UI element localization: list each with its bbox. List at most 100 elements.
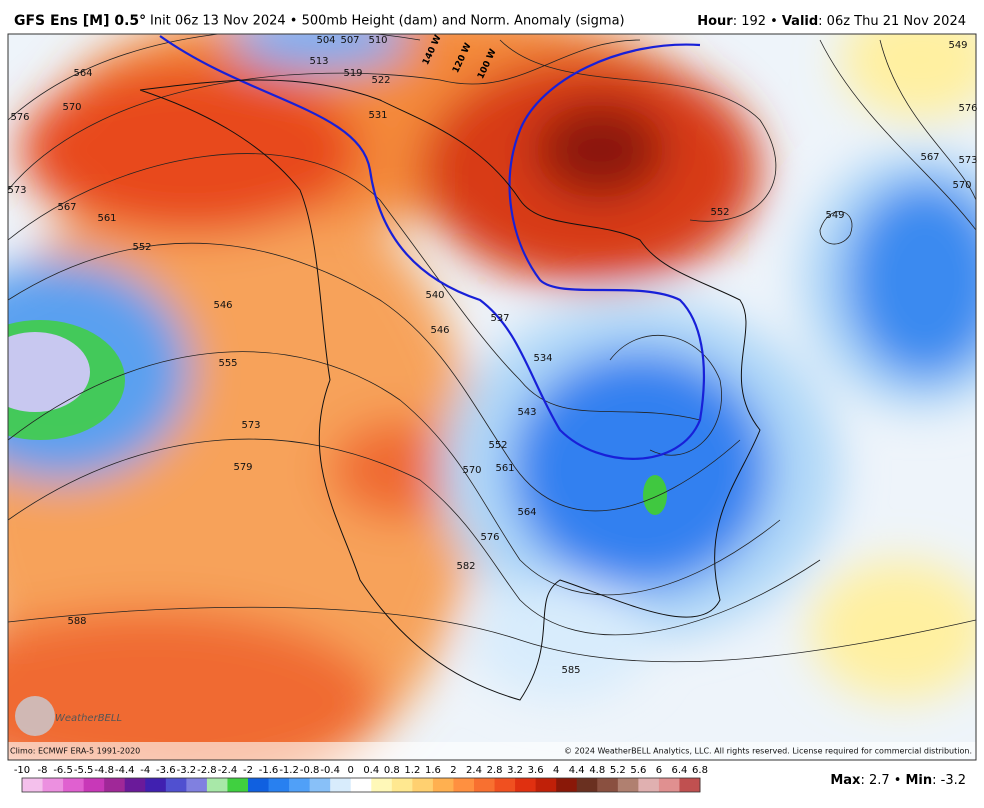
valid-label: Valid: [782, 14, 818, 29]
colorbar-tick-label: 1.2: [404, 765, 420, 776]
hour-label: Hour: [697, 14, 733, 29]
colorbar-tick-label: -3.2: [177, 765, 197, 776]
contours: [8, 34, 976, 663]
colorbar-tick-label: -3.6: [156, 765, 176, 776]
contour-label: 549: [825, 210, 844, 221]
colorbar-swatch: [391, 778, 413, 792]
contour-label: 561: [495, 463, 514, 474]
contour-label: 576: [958, 103, 977, 114]
contour-label: 522: [371, 75, 390, 86]
colorbar-tick-label: 0.4: [363, 765, 379, 776]
description: Init 06z 13 Nov 2024 • 500mb Height (dam…: [150, 14, 625, 29]
colorbar-swatch: [309, 778, 331, 792]
contour-label: 564: [517, 507, 536, 518]
colorbar-swatch: [145, 778, 167, 792]
colorbar-tick-label: -6.5: [53, 765, 73, 776]
colorbar-swatch: [453, 778, 475, 792]
contour-label: 579: [233, 462, 252, 473]
colorbar-tick-label: -10: [14, 765, 30, 776]
contour-label: 588: [67, 616, 86, 627]
contour-label: 537: [490, 313, 509, 324]
colorbar-swatch: [535, 778, 557, 792]
valid-info: Hour: 192 • Valid: 06z Thu 21 Nov 2024: [697, 14, 966, 29]
colorbar-frame: [21, 777, 701, 793]
contour-label: 573: [241, 420, 260, 431]
colorbar-swatch: [42, 778, 64, 792]
colorbar-swatch: [371, 778, 393, 792]
colorbar-swatch: [474, 778, 496, 792]
colorbar-swatch: [679, 778, 701, 792]
colorbar-tick-label: 4.4: [569, 765, 585, 776]
contour-label: 552: [488, 440, 507, 451]
colorbar-swatch: [432, 778, 454, 792]
contour-label: 573: [958, 155, 977, 166]
colorbar-swatch: [289, 778, 311, 792]
contour-label: 513: [309, 56, 328, 67]
contour-label: 576: [480, 532, 499, 543]
contour-label: 507: [340, 35, 359, 46]
colorbar-tick-label: -5.5: [74, 765, 94, 776]
colorbar-swatch: [330, 778, 352, 792]
colorbar-tick-label: 5.6: [630, 765, 646, 776]
colorbar-swatch: [412, 778, 434, 792]
colorbar-tick-label: -1.2: [279, 765, 299, 776]
colorbar-tick-label: -0.4: [320, 765, 340, 776]
valid: : 06z Thu 21 Nov 2024: [818, 14, 966, 29]
colorbar-tick-label: -2.4: [218, 765, 238, 776]
colorbar-tick-label: 2: [450, 765, 456, 776]
colorbar-tick-label: -4.4: [115, 765, 135, 776]
contour-label: 576: [10, 112, 29, 123]
colorbar-tick-label: 2.8: [487, 765, 503, 776]
colorbar-swatch: [186, 778, 208, 792]
logo: WeatherBELL: [55, 713, 122, 724]
contour-label: 567: [920, 152, 939, 163]
min-label: Min: [905, 773, 932, 788]
colorbar-swatch: [494, 778, 516, 792]
contour-label: 504: [316, 35, 335, 46]
colorbar-tick-label: 0: [348, 765, 354, 776]
contour-label: 546: [430, 325, 449, 336]
colorbar-tick-label: -0.8: [300, 765, 320, 776]
colorbar-swatch: [515, 778, 537, 792]
colorbar-swatch: [350, 778, 372, 792]
colorbar-tick-label: 3.6: [528, 765, 544, 776]
contour-label: 570: [952, 180, 971, 191]
colorbar-swatch: [165, 778, 187, 792]
contour-label: 534: [533, 353, 552, 364]
colorbar-swatch: [206, 778, 228, 792]
colorbar-tick-label: 6: [656, 765, 662, 776]
contour-label: 570: [462, 465, 481, 476]
colorbar-tick-label: -2: [243, 765, 253, 776]
colorbar-tick-label: 3.2: [507, 765, 523, 776]
colorbar-swatch: [22, 778, 44, 792]
contour-label: 549: [948, 40, 967, 51]
min-value: : -3.2: [932, 773, 966, 788]
colorbar-swatch: [268, 778, 290, 792]
colorbar-tick-label: -4.8: [94, 765, 114, 776]
model-title: GFS Ens [M] 0.5°: [14, 13, 146, 29]
540-line: [159, 35, 706, 460]
colorbar-tick-label: 6.8: [692, 765, 708, 776]
colorbar-tick-label: 5.2: [610, 765, 626, 776]
colorbar-swatch: [658, 778, 680, 792]
colorbar-tick-label: -4: [140, 765, 150, 776]
coastline: [139, 79, 761, 701]
colorbar-swatch: [248, 778, 270, 792]
colorbar-swatch: [556, 778, 578, 792]
colorbar-tick-label: -8: [38, 765, 48, 776]
colorbar-tick-label: 1.6: [425, 765, 441, 776]
contour-label: 540: [425, 290, 444, 301]
contour-label: 570: [62, 102, 81, 113]
contour-label: 564: [73, 68, 92, 79]
max-min: Max: 2.7 • Min: -3.2: [830, 773, 966, 788]
credit: © 2024 WeatherBELL Analytics, LLC. All r…: [564, 747, 972, 756]
contour-label: 552: [132, 242, 151, 253]
contour-label: 567: [57, 202, 76, 213]
colorbar-swatch: [104, 778, 126, 792]
colorbar-swatch: [617, 778, 639, 792]
contour-label: 546: [213, 300, 232, 311]
contour-label: 561: [97, 213, 116, 224]
colorbar-tick-label: -2.8: [197, 765, 217, 776]
